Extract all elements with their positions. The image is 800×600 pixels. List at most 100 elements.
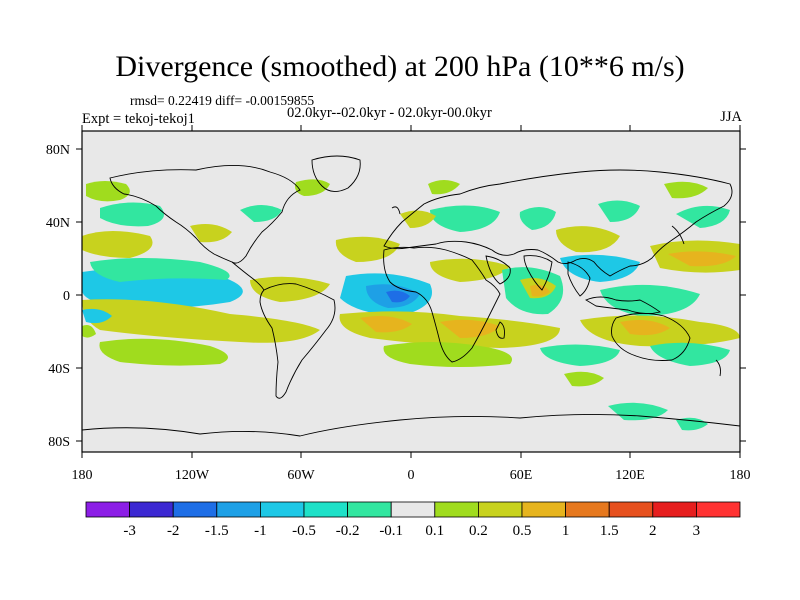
colorbar-label: -0.1 <box>379 523 403 539</box>
contour-cyan-nh <box>100 202 164 227</box>
contour-green-sh <box>564 371 604 387</box>
colorbar-label: 1.5 <box>600 523 619 539</box>
lon-label: 180 <box>72 468 93 483</box>
colorbar-swatch <box>303 501 348 518</box>
coastline-antarctica <box>82 413 740 437</box>
contour-cyan-sh <box>540 344 620 366</box>
colorbar-swatch <box>172 501 218 518</box>
contour-orange-nh <box>668 251 736 267</box>
coastline-europe-asia <box>383 169 733 277</box>
coastline-japan <box>671 225 685 245</box>
contour-fields <box>82 179 740 431</box>
colorbar-swatch <box>216 501 261 518</box>
contour-darkblue-eq <box>386 290 410 303</box>
colorbar: -3 -2 -1.5 -1 -0.5 -0.2 -0.1 0.1 0.2 0.5 1 1.5 2 3 <box>85 501 741 539</box>
experiment-text: Expt = tekoj-tekoj1 <box>82 111 195 127</box>
contour-cyan-nh <box>240 205 282 222</box>
contour-green-nh <box>664 181 708 199</box>
coastline-madagascar <box>495 321 505 339</box>
contour-yellow-sh <box>82 299 320 343</box>
stats-text: rmsd= 0.22419 diff= -0.00159855 <box>130 93 315 108</box>
colorbar-swatch <box>434 501 479 518</box>
coastline-new-zealand <box>715 359 721 377</box>
contour-cyan-nh <box>598 200 640 222</box>
coastlines <box>82 155 740 437</box>
colorbar-swatch <box>85 501 130 518</box>
colorbar-swatch <box>521 501 566 518</box>
contour-green-eq <box>90 258 230 282</box>
colorbar-label: -3 <box>123 523 136 539</box>
lon-label: 120E <box>615 468 645 483</box>
contour-cyan-nh <box>519 207 556 230</box>
contour-orange-sh <box>360 316 412 333</box>
colorbar-swatch <box>652 501 697 518</box>
contour-green-nh <box>295 179 330 196</box>
colorbar-swatch <box>259 501 305 518</box>
lat-label: 40N <box>46 216 70 231</box>
lat-label: 0 <box>63 289 70 304</box>
colorbar-label: 0.5 <box>513 523 532 539</box>
colorbar-label: 0.2 <box>469 523 488 539</box>
lat-label: 40S <box>48 362 70 377</box>
contour-cyan-nh <box>676 205 730 228</box>
colorbar-label: -1 <box>254 523 267 539</box>
contour-yellow-nh <box>190 224 232 243</box>
coastline-africa <box>383 246 501 363</box>
contour-yellow-nh <box>400 210 436 228</box>
lat-label: 80N <box>46 143 70 158</box>
colorbar-label: -0.2 <box>336 523 360 539</box>
lat-labels: 80N 40N 0 40S 80S <box>46 143 70 450</box>
coastline-india <box>523 255 553 291</box>
period-text: 02.0kyr--02.0kyr - 02.0kyr-00.0kyr <box>287 105 492 121</box>
colorbar-label: -0.5 <box>292 523 316 539</box>
colorbar-label: 3 <box>693 523 701 539</box>
colorbar-label: -1.5 <box>205 523 229 539</box>
colorbar-label: -2 <box>167 523 180 539</box>
contour-green-sh <box>99 338 228 366</box>
coastline-south-america <box>259 283 336 399</box>
colorbar-swatch <box>129 501 174 518</box>
contour-cyan-nh <box>430 205 500 232</box>
contour-green-sh <box>82 325 96 338</box>
contour-green-nh <box>428 180 460 195</box>
lon-ticks <box>81 125 741 458</box>
lon-label: 60W <box>287 468 315 483</box>
coastline-southeast-asia <box>567 261 591 297</box>
colorbar-swatch <box>390 501 436 518</box>
contour-cyan-sh <box>82 308 112 324</box>
contour-cyan-eq <box>600 284 700 316</box>
contour-yellow-nh <box>556 226 620 253</box>
contour-orange-eq <box>530 284 550 297</box>
contour-cyan-sh <box>676 417 708 431</box>
lon-label: 120W <box>175 468 210 483</box>
colorbar-swatch <box>347 501 392 518</box>
colorbar-label: 0.1 <box>425 523 444 539</box>
figure-title: Divergence (smoothed) at 200 hPa (10**6 … <box>115 50 685 83</box>
coastline-greenland <box>311 155 361 192</box>
lon-label: 0 <box>408 468 415 483</box>
contour-green-sh <box>383 342 512 367</box>
colorbar-swatch <box>477 501 523 518</box>
colorbar-label: 2 <box>649 523 657 539</box>
season-text: JJA <box>720 109 742 125</box>
lon-label: 180 <box>730 468 751 483</box>
colorbar-swatch <box>696 501 741 518</box>
lat-label: 80S <box>48 435 70 450</box>
lon-labels: 180 120W 60W 0 60E 120E 180 <box>72 468 751 483</box>
lon-label: 60E <box>510 468 533 483</box>
colorbar-swatch <box>565 501 610 518</box>
contour-cyan-sh <box>608 402 668 421</box>
coastline-arabia <box>485 255 511 285</box>
contour-yellow-eq <box>250 276 330 302</box>
colorbar-swatch <box>608 501 654 518</box>
coastline-maritime-continent <box>585 296 662 315</box>
contour-orange-sh <box>620 320 670 336</box>
contour-yellow-nh <box>82 231 153 258</box>
coastline-central-america <box>231 261 265 291</box>
coastline-uk <box>391 206 401 215</box>
contour-green-nh <box>86 181 130 202</box>
coastline-north-america <box>109 165 301 264</box>
coastline-australia <box>611 313 691 361</box>
lat-ticks <box>76 148 746 442</box>
